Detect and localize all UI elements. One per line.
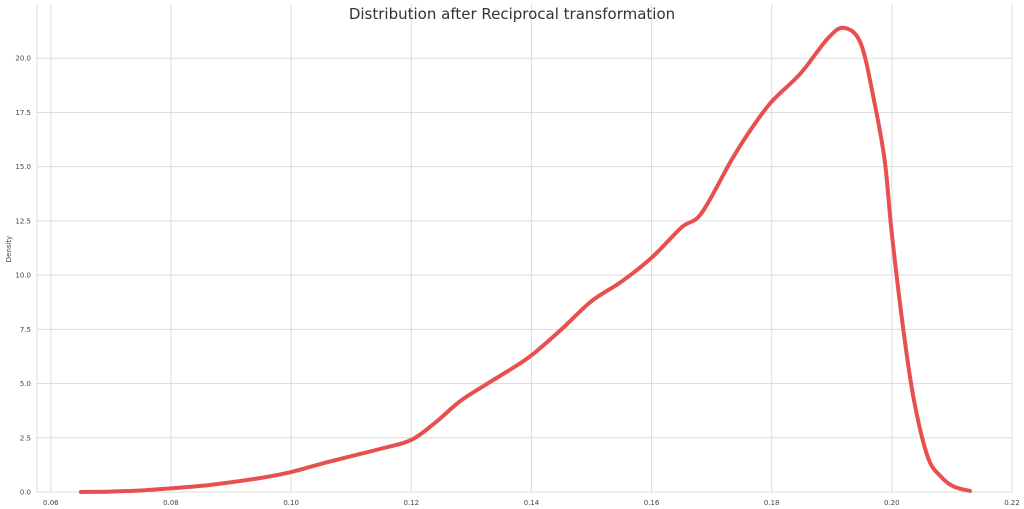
x-tick-label: 0.08 bbox=[163, 499, 179, 507]
x-tick-label: 0.18 bbox=[764, 499, 780, 507]
grid bbox=[36, 4, 1013, 493]
x-tick-label: 0.22 bbox=[1004, 499, 1020, 507]
y-tick-label: 20.0 bbox=[15, 55, 31, 63]
y-tick-label: 2.5 bbox=[20, 434, 31, 442]
y-tick-label: 7.5 bbox=[20, 326, 31, 334]
y-tick-label: 17.5 bbox=[15, 109, 31, 117]
y-tick-label: 5.0 bbox=[20, 380, 31, 388]
y-tick-label: 12.5 bbox=[15, 217, 31, 225]
x-tick-label: 0.20 bbox=[884, 499, 900, 507]
x-tick-label: 0.14 bbox=[524, 499, 540, 507]
x-tick-label: 0.06 bbox=[43, 499, 59, 507]
y-tick-label: 15.0 bbox=[15, 163, 31, 171]
x-tick-label: 0.10 bbox=[283, 499, 299, 507]
chart-title: Distribution after Reciprocal transforma… bbox=[349, 5, 675, 23]
density-line bbox=[78, 25, 972, 494]
y-tick-label: 10.0 bbox=[15, 272, 31, 280]
y-tick-label: 0.0 bbox=[20, 489, 31, 497]
x-tick-label: 0.16 bbox=[644, 499, 660, 507]
tick-labels: 0.06 0.08 0.10 0.12 0.14 0.16 0.18 0.20 0.22 0.0 2… bbox=[15, 55, 1019, 507]
x-tick-label: 0.12 bbox=[403, 499, 419, 507]
y-axis-label: Density bbox=[5, 236, 13, 263]
